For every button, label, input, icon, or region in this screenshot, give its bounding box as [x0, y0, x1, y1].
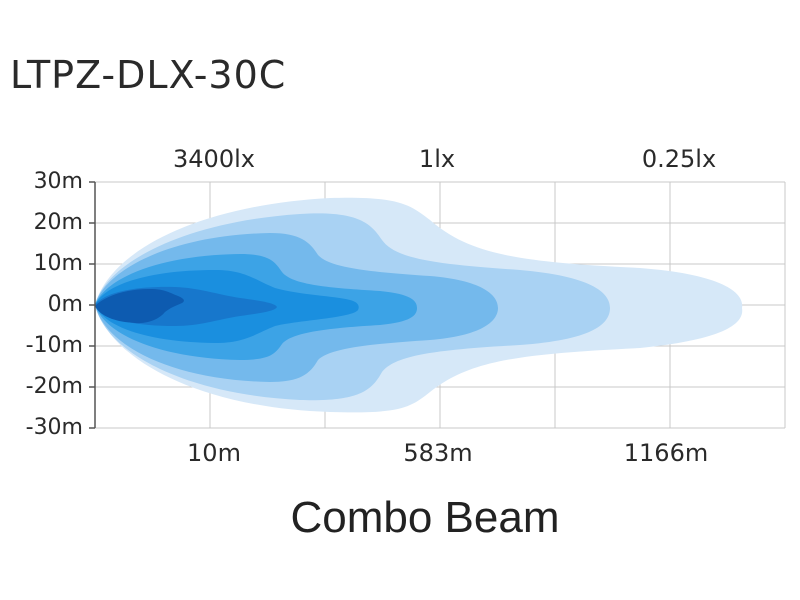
distance-label-2: 1166m	[624, 439, 708, 467]
y-tick-label-1: 20m	[34, 210, 83, 235]
distance-label-0: 10m	[187, 439, 241, 467]
beam-contour-6	[95, 289, 184, 324]
y-tick-label-5: -20m	[26, 374, 83, 399]
y-tick-label-3: 0m	[48, 292, 83, 317]
lux-label-0: 3400lx	[173, 145, 255, 173]
axes	[89, 181, 96, 429]
y-tick-label-4: -10m	[26, 333, 83, 358]
lux-label-1: 1lx	[419, 145, 455, 173]
beam-contours	[95, 197, 743, 413]
y-tick-label-2: 10m	[34, 251, 83, 276]
beam-type-caption: Combo Beam	[290, 493, 560, 542]
distance-label-1: 583m	[403, 439, 472, 467]
labels: 30m 20m 10m 0m -10m -20m -30m 3400lx 1lx 0.25lx 10…	[26, 145, 717, 467]
chart-title: LTPZ-DLX-30C	[10, 53, 287, 97]
y-tick-label-6: -30m	[26, 415, 83, 440]
y-tick-label-0: 30m	[34, 169, 83, 194]
lux-label-2: 0.25lx	[642, 145, 716, 173]
